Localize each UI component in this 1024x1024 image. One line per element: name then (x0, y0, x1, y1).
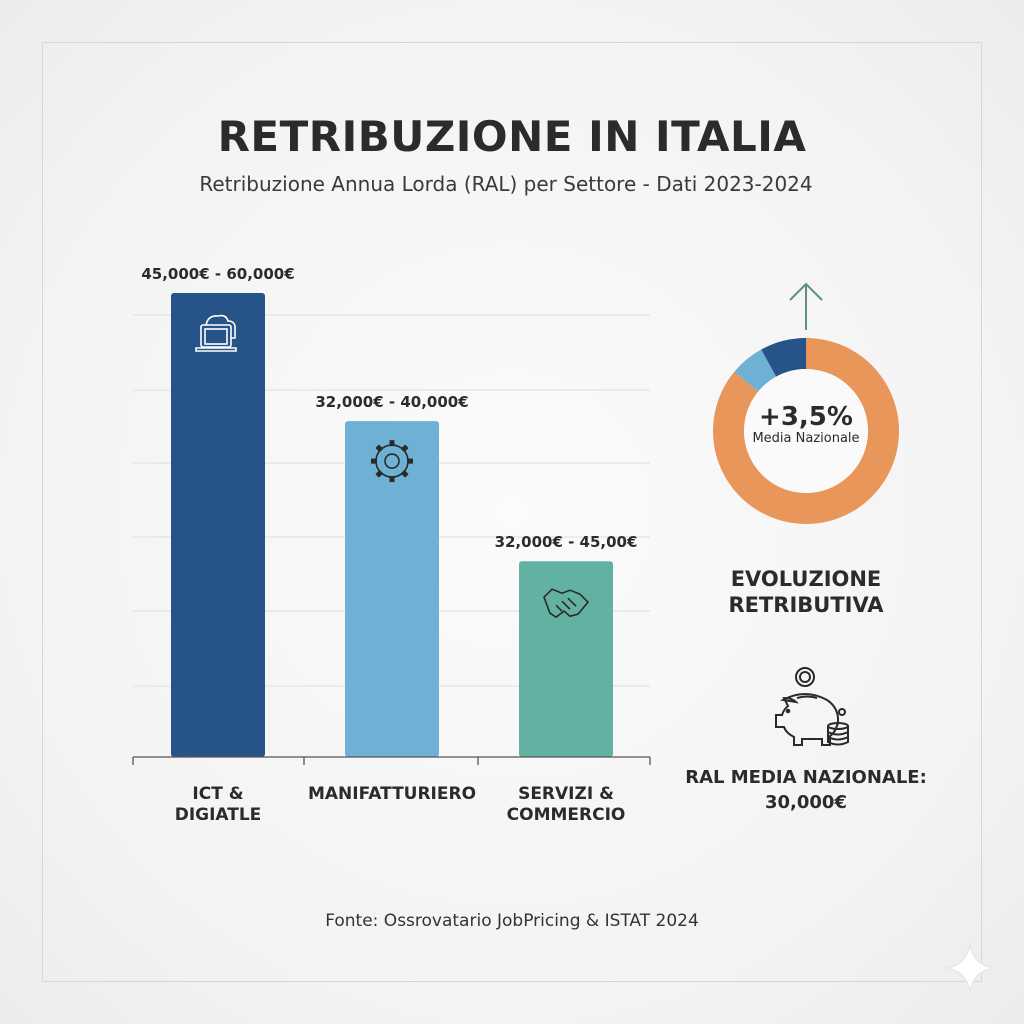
category-label-line: SERVIZI & (518, 784, 614, 804)
ral-media-label: RAL MEDIA NAZIONALE: (685, 767, 927, 788)
category-label-line: ICT & (192, 784, 244, 804)
donut-hole (744, 369, 868, 493)
evolution-heading-line2: RETRIBUTIVA (728, 593, 884, 617)
evolution-heading: EVOLUZIONE RETRIBUTIVA (690, 566, 922, 618)
sparkle-logo (945, 943, 995, 993)
piggy-bank-icon (775, 667, 849, 746)
x-axis (132, 756, 651, 765)
source-note: Fonte: Ossrovatario JobPricing & ISTAT 2… (325, 911, 699, 931)
donut-center-label: Media Nazionale (752, 431, 860, 446)
category-label: MANIFATTURIERO (297, 784, 487, 805)
category-label-line: MANIFATTURIERO (307, 784, 477, 804)
bar-0 (171, 293, 265, 757)
donut-segment-2 (761, 338, 806, 377)
donut-segment-0 (713, 338, 899, 524)
bar-data-label: 45,000€ - 60,000€ (141, 265, 295, 283)
category-label-line: COMMERCIO (506, 805, 626, 825)
evolution-heading-line1: EVOLUZIONE (730, 567, 882, 591)
ral-media: RAL MEDIA NAZIONALE: 30,000€ (680, 765, 932, 815)
handshake-icon (543, 588, 590, 619)
bar-data-label: 32,000€ - 45,00€ (494, 533, 638, 552)
donut-center-value: +3,5% (759, 402, 853, 432)
arrow-up-icon (789, 282, 823, 330)
category-label-line: DIGIATLE (174, 805, 262, 825)
donut-chart (713, 338, 899, 524)
category-label: ICT & DIGIATLE (123, 784, 313, 826)
page-title: RETRIBUZIONE IN ITALIA (217, 112, 807, 161)
bar-1 (345, 421, 439, 757)
gear-icon (371, 440, 413, 483)
laptop-cloud-icon (195, 314, 237, 352)
bars (171, 293, 613, 757)
bar-2 (519, 561, 613, 757)
bar-data-label: 32,000€ - 40,000€ (315, 393, 469, 412)
infographic-frame (42, 42, 982, 982)
category-label: SERVIZI & COMMERCIO (471, 784, 661, 826)
donut-segment-1 (734, 349, 777, 392)
page-subtitle: Retribuzione Annua Lorda (RAL) per Setto… (199, 172, 813, 196)
ral-media-value: 30,000€ (765, 792, 847, 813)
